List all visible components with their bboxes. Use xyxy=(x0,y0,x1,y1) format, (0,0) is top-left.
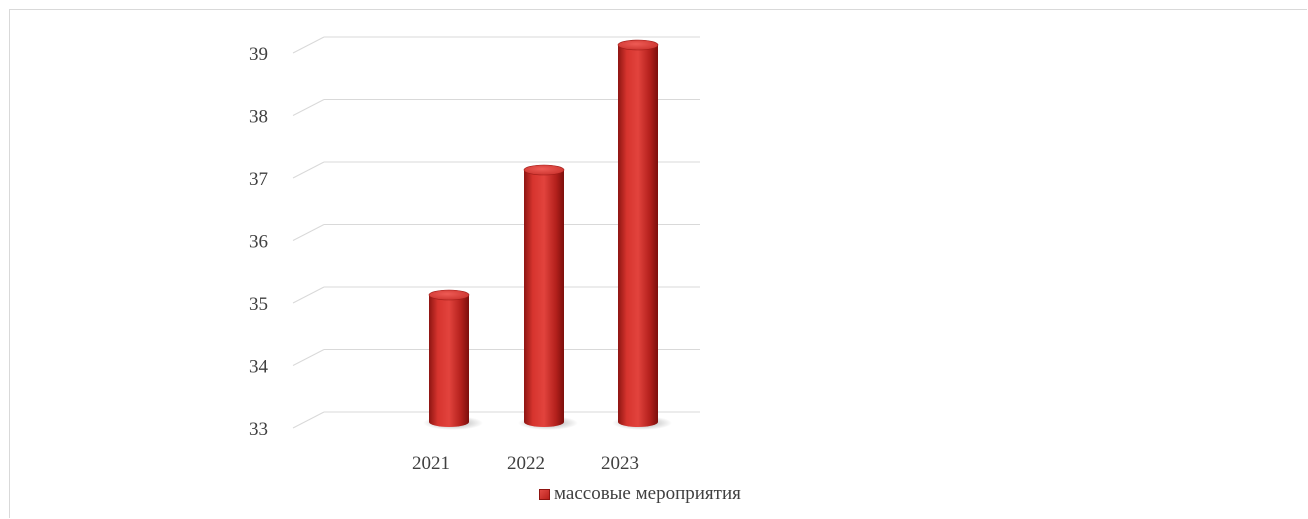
y-tick-label: 34 xyxy=(249,357,269,378)
y-tick-label: 38 xyxy=(249,107,268,128)
x-axis: 2021 2022 2023 xyxy=(412,453,639,474)
legend-swatch xyxy=(539,488,550,500)
bar-body xyxy=(618,45,658,427)
gridline-diagonal xyxy=(292,286,325,304)
x-tick-label: 2023 xyxy=(601,453,639,474)
chart-frame xyxy=(9,9,1307,518)
bar-2022 xyxy=(518,164,578,430)
bar-top xyxy=(617,39,659,51)
y-tick-label: 39 xyxy=(249,44,268,65)
bars xyxy=(423,39,672,430)
bar-top xyxy=(523,164,565,176)
gridline-diagonal xyxy=(292,224,325,241)
x-tick-label: 2022 xyxy=(507,453,545,474)
bar-body xyxy=(524,170,564,427)
bar-2023 xyxy=(612,39,672,430)
y-tick-label: 36 xyxy=(249,232,268,253)
y-tick-label: 33 xyxy=(249,419,268,440)
gridline-diagonal xyxy=(292,99,325,116)
bar-2021 xyxy=(423,289,483,430)
y-tick-label: 37 xyxy=(249,169,268,190)
gridline-diagonal xyxy=(292,349,325,366)
y-axis: 33 34 35 36 37 38 39 xyxy=(249,44,269,440)
bar-body xyxy=(429,295,469,427)
legend-label: массовые мероприятия xyxy=(554,483,741,504)
gridline-diagonal xyxy=(292,161,325,179)
x-tick-label: 2021 xyxy=(412,453,450,474)
y-tick-label: 35 xyxy=(249,294,268,315)
legend: массовые мероприятия xyxy=(539,483,741,505)
gridline-diagonal xyxy=(292,411,325,429)
bar-top xyxy=(428,289,470,301)
gridline-diagonal xyxy=(292,36,325,54)
